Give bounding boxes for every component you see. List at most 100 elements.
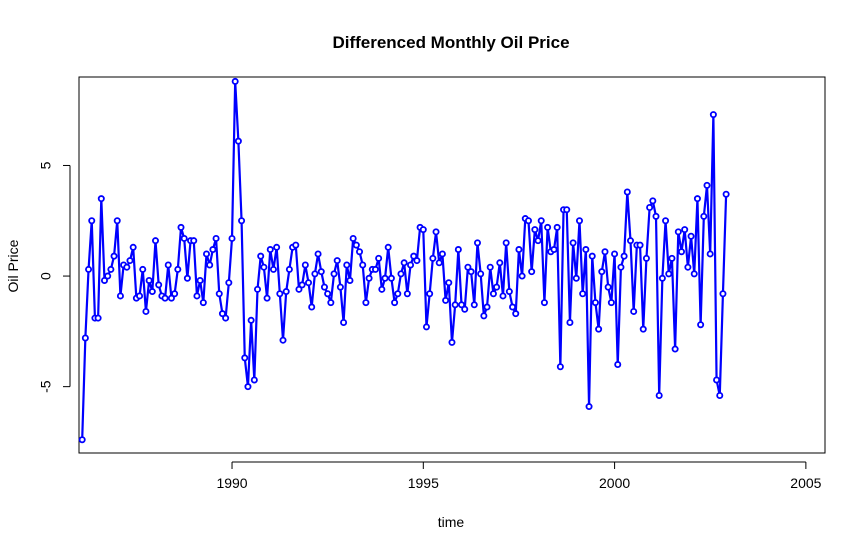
data-point: [595, 325, 603, 333]
data-point: [693, 195, 701, 203]
data-point: [407, 261, 415, 269]
data-point: [247, 316, 255, 324]
data-point: [585, 403, 593, 411]
data-point: [225, 279, 233, 287]
data-point: [464, 263, 472, 271]
data-point: [107, 265, 115, 273]
data-point: [678, 248, 686, 256]
data-point: [438, 250, 446, 258]
data-point: [276, 290, 284, 298]
data-point: [422, 323, 430, 331]
data-point: [244, 383, 252, 391]
data-point: [607, 299, 615, 307]
y-tick-label: 0: [38, 272, 54, 280]
data-point: [454, 246, 462, 254]
data-point: [697, 321, 705, 329]
data-point: [202, 250, 210, 258]
data-point: [502, 239, 510, 247]
data-point: [700, 212, 708, 220]
data-point: [164, 261, 172, 269]
data-point: [346, 276, 354, 284]
data-point: [199, 299, 207, 307]
data-point: [566, 319, 574, 327]
data-point: [674, 228, 682, 236]
data-point: [623, 188, 631, 196]
data-point: [116, 292, 124, 300]
data-point: [314, 250, 322, 258]
data-point: [448, 338, 456, 346]
y-axis: -5 0 5: [38, 161, 71, 393]
data-point: [703, 181, 711, 189]
data-point: [171, 290, 179, 298]
data-point: [477, 270, 485, 278]
data-point: [234, 137, 242, 145]
data-point: [646, 203, 654, 211]
data-point: [295, 285, 303, 293]
data-point: [356, 248, 364, 256]
data-point: [263, 294, 271, 302]
data-point: [630, 307, 638, 315]
data-point: [317, 268, 325, 276]
data-point: [528, 268, 536, 276]
data-point: [250, 376, 258, 384]
data-point: [375, 254, 383, 262]
data-point: [486, 263, 494, 271]
data-point: [129, 243, 137, 251]
data-point: [94, 314, 102, 322]
data-point: [655, 391, 663, 399]
data-point: [145, 276, 153, 284]
data-point: [257, 252, 265, 260]
data-point: [180, 234, 188, 242]
data-point: [544, 223, 552, 231]
data-point: [400, 259, 408, 267]
data-point: [371, 265, 379, 273]
data-point: [104, 272, 112, 280]
data-point: [665, 270, 673, 278]
data-point: [113, 217, 121, 225]
data-point: [636, 241, 644, 249]
data-point: [209, 246, 217, 254]
data-point: [215, 290, 223, 298]
data-point: [359, 261, 367, 269]
x-axis-label: time: [438, 514, 465, 530]
data-point: [365, 274, 373, 282]
data-point: [575, 217, 583, 225]
data-point: [652, 212, 660, 220]
data-point: [639, 325, 647, 333]
data-point: [403, 290, 411, 298]
data-point: [206, 261, 214, 269]
data-point: [442, 296, 450, 304]
data-point: [228, 234, 236, 242]
data-point: [684, 263, 692, 271]
data-point: [550, 246, 558, 254]
data-point: [381, 274, 389, 282]
data-point: [394, 290, 402, 298]
data-point: [196, 276, 204, 284]
data-point: [509, 303, 517, 311]
data-point: [81, 334, 89, 342]
data-point: [260, 263, 268, 271]
data-point: [174, 265, 182, 273]
data-point: [687, 232, 695, 240]
data-point: [556, 363, 564, 371]
data-point: [378, 285, 386, 293]
data-point: [292, 241, 300, 249]
data-point: [598, 268, 606, 276]
y-tick-label: -5: [38, 380, 54, 393]
data-point: [451, 301, 459, 309]
data-point: [483, 303, 491, 311]
data-point: [384, 243, 392, 251]
data-point: [352, 241, 360, 249]
plot-frame: [78, 76, 826, 454]
data-point: [413, 257, 421, 265]
data-point: [241, 354, 249, 362]
data-point: [515, 246, 523, 254]
data-point: [563, 206, 571, 214]
data-point: [212, 234, 220, 242]
data-point: [489, 290, 497, 298]
data-point: [716, 391, 724, 399]
data-point: [534, 237, 542, 245]
data-point: [285, 265, 293, 273]
data-point: [445, 279, 453, 287]
data-point: [458, 301, 466, 309]
